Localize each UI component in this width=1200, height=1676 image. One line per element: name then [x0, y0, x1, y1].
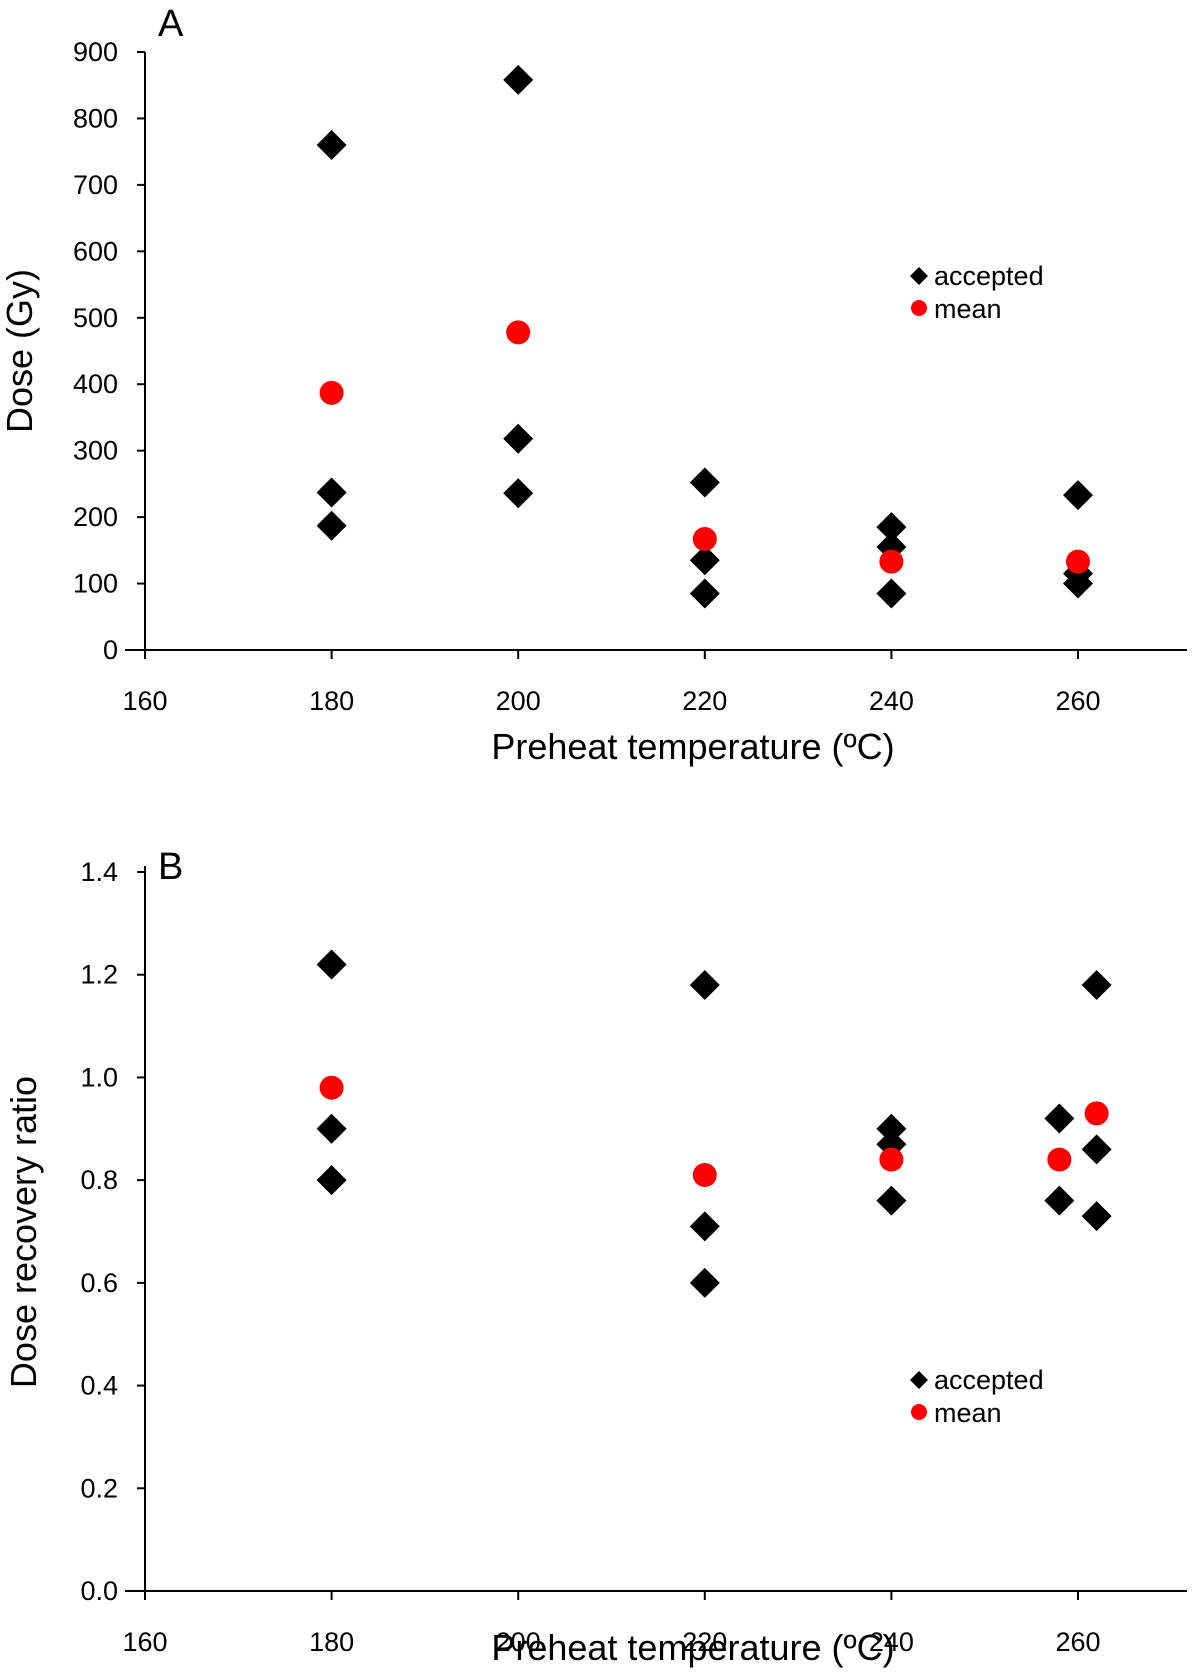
panel-a-legend-mean: mean — [934, 294, 1002, 324]
accepted-point — [689, 467, 720, 498]
y-tick-label: 0.2 — [80, 1473, 118, 1503]
y-tick-label: 500 — [73, 303, 118, 333]
accepted-point — [1063, 480, 1093, 511]
x-tick-label: 260 — [1055, 686, 1100, 716]
accepted-point — [1081, 1201, 1112, 1232]
mean-point — [1047, 1147, 1072, 1172]
accepted-point — [689, 545, 720, 576]
accepted-point — [876, 1113, 907, 1144]
mean-point — [506, 320, 531, 345]
panel-b-y-ticks: 0.0 0.2 0.4 0.6 0.8 1.0 1.2 1.4 — [80, 857, 145, 1606]
panel-a-letter: A — [158, 3, 184, 45]
legend-circle-icon — [911, 1404, 927, 1420]
legend-diamond-icon — [910, 1371, 928, 1389]
panel-b-x-axis-title: Preheat temperature (ºC) — [491, 1627, 894, 1668]
mean-point — [319, 380, 344, 405]
panel-a-x-axis-title: Preheat temperature (ºC) — [491, 726, 894, 767]
y-tick-label: 1.4 — [80, 857, 118, 887]
accepted-point — [316, 130, 347, 161]
accepted-point — [689, 1211, 720, 1242]
x-tick-label: 200 — [496, 686, 541, 716]
x-tick-label: 160 — [122, 686, 167, 716]
mean-point — [692, 527, 717, 552]
x-tick-label: 240 — [869, 686, 914, 716]
accepted-point — [876, 1185, 907, 1216]
accepted-point — [1063, 568, 1093, 599]
y-tick-label: 0 — [103, 635, 118, 665]
accepted-point — [503, 64, 534, 95]
x-tick-label: 180 — [309, 686, 354, 716]
accepted-point — [1081, 969, 1112, 1000]
x-tick-label: 180 — [309, 1627, 354, 1657]
y-tick-label: 900 — [73, 37, 118, 67]
y-tick-label: 600 — [73, 236, 118, 266]
panel-b: B 0.0 0.2 0.4 0.6 0.8 1.0 1.2 1.4 160 180 200 220 2… — [3, 846, 1187, 1668]
y-tick-label: 0.0 — [80, 1576, 118, 1606]
accepted-point — [689, 1267, 720, 1298]
accepted-point — [503, 423, 534, 454]
accepted-point — [1044, 1185, 1075, 1216]
y-tick-label: 0.8 — [80, 1165, 118, 1195]
y-tick-label: 300 — [73, 436, 118, 466]
mean-point — [879, 1147, 904, 1172]
y-tick-label: 200 — [73, 502, 118, 532]
accepted-point — [689, 969, 720, 1000]
mean-point — [1066, 549, 1090, 574]
legend-diamond-icon — [910, 267, 928, 285]
accepted-point — [316, 1113, 347, 1144]
panel-b-legend-mean: mean — [934, 1398, 1002, 1428]
accepted-point — [876, 512, 907, 543]
accepted-point — [1044, 1103, 1075, 1134]
y-tick-label: 100 — [73, 569, 118, 599]
mean-point — [319, 1075, 344, 1100]
accepted-point — [316, 949, 347, 980]
panel-b-data-points — [316, 949, 1112, 1298]
y-tick-label: 0.4 — [80, 1371, 118, 1401]
panel-b-legend-accepted: accepted — [934, 1365, 1044, 1395]
panel-a-legend-accepted: accepted — [934, 261, 1044, 291]
accepted-point — [1081, 1134, 1112, 1165]
panel-b-letter: B — [158, 846, 183, 888]
panel-a-legend: accepted mean — [910, 261, 1044, 324]
accepted-point — [316, 510, 347, 541]
panel-a-x-ticks: 160 180 200 220 240 260 — [122, 650, 1101, 716]
x-tick-label: 160 — [122, 1627, 167, 1657]
panel-a-y-axis-title: Dose (Gy) — [0, 269, 40, 433]
y-tick-label: 1.0 — [80, 1062, 118, 1092]
y-tick-label: 800 — [73, 103, 118, 133]
y-tick-label: 0.6 — [80, 1268, 118, 1298]
x-tick-label: 220 — [682, 686, 727, 716]
panel-a-data-points — [316, 64, 1093, 609]
y-tick-label: 400 — [73, 369, 118, 399]
accepted-point — [316, 1165, 347, 1196]
panel-b-y-axis-title: Dose recovery ratio — [3, 1076, 44, 1388]
accepted-point — [689, 578, 720, 609]
mean-point — [692, 1163, 717, 1188]
legend-circle-icon — [911, 300, 927, 316]
accepted-point — [503, 478, 534, 509]
x-tick-label: 240 — [869, 1627, 914, 1657]
panel-a: A 0 100 200 300 400 500 600 700 800 900 160 180 200… — [0, 3, 1187, 767]
y-tick-label: 1.2 — [80, 960, 118, 990]
x-tick-label: 200 — [496, 1627, 541, 1657]
x-tick-label: 220 — [682, 1627, 727, 1657]
panel-a-y-ticks: 0 100 200 300 400 500 600 700 800 900 — [73, 37, 145, 665]
y-tick-label: 700 — [73, 170, 118, 200]
panel-b-legend: accepted mean — [910, 1365, 1044, 1428]
mean-point — [1084, 1101, 1109, 1126]
accepted-point — [316, 477, 347, 508]
mean-point — [879, 549, 904, 574]
panel-b-x-ticks: 160 180 200 220 240 260 — [122, 1591, 1101, 1657]
x-tick-label: 260 — [1055, 1627, 1100, 1657]
accepted-point — [876, 578, 907, 609]
